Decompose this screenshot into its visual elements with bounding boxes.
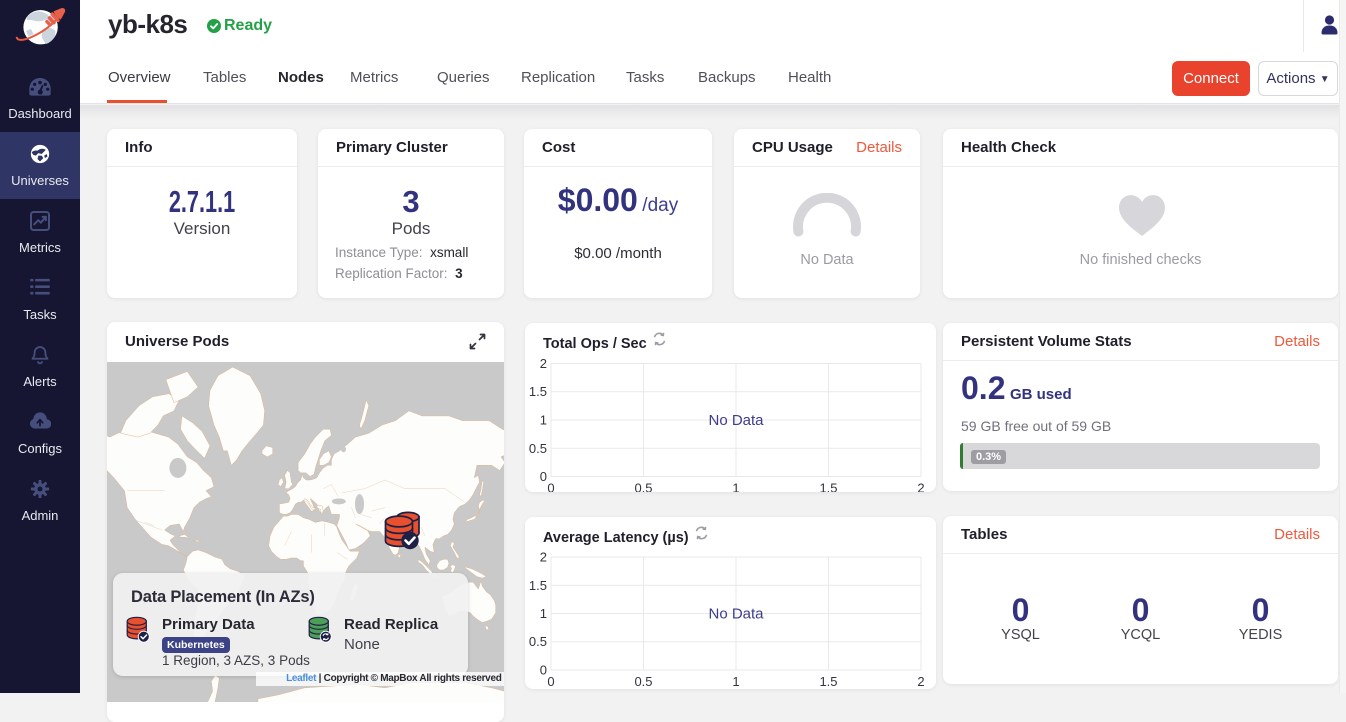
svg-text:2: 2	[917, 481, 924, 493]
svg-text:0.5: 0.5	[634, 481, 652, 493]
svg-text:0.5: 0.5	[529, 634, 547, 649]
svg-text:1.5: 1.5	[819, 674, 837, 689]
svg-text:1.5: 1.5	[819, 481, 837, 493]
svg-text:1: 1	[732, 674, 739, 689]
svg-text:0.5: 0.5	[529, 441, 547, 456]
svg-text:1: 1	[540, 413, 547, 428]
svg-text:2: 2	[540, 356, 547, 371]
svg-text:0: 0	[540, 469, 547, 484]
svg-text:2: 2	[917, 674, 924, 689]
svg-text:0.5: 0.5	[634, 674, 652, 689]
svg-text:No Data: No Data	[708, 606, 764, 623]
svg-text:1.5: 1.5	[529, 578, 547, 593]
svg-text:2: 2	[540, 550, 547, 565]
svg-text:No Data: No Data	[708, 412, 764, 429]
svg-text:0: 0	[540, 663, 547, 678]
svg-text:1: 1	[540, 606, 547, 621]
svg-text:0: 0	[547, 674, 554, 689]
svg-text:1: 1	[732, 481, 739, 493]
svg-text:1.5: 1.5	[529, 384, 547, 399]
svg-text:0: 0	[547, 481, 554, 493]
